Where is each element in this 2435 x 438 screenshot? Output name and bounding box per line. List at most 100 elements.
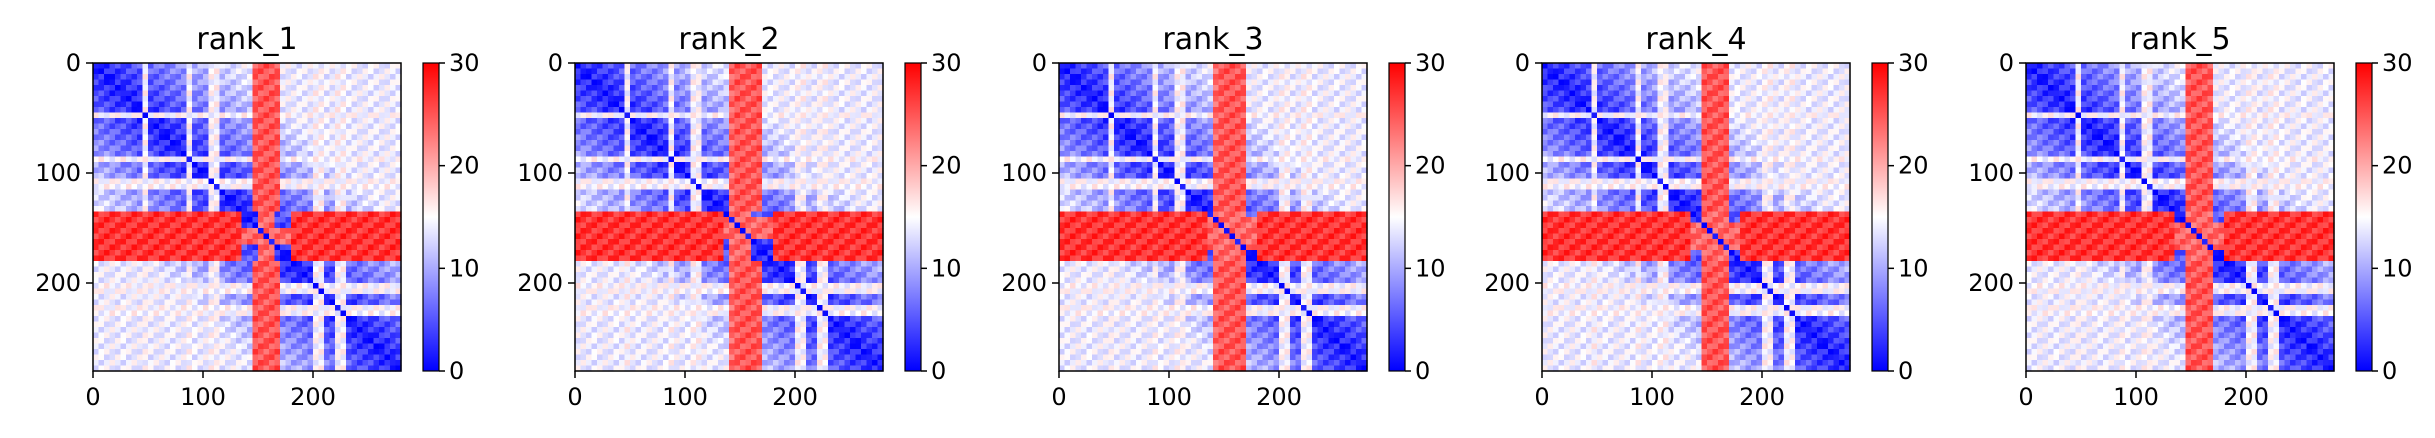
heatmap-cell	[597, 222, 604, 229]
heatmap-cell	[877, 200, 884, 207]
heatmap-cell	[778, 68, 785, 75]
heatmap-cell	[822, 118, 829, 125]
heatmap-cell	[646, 184, 653, 191]
heatmap-cell	[131, 74, 138, 81]
heatmap-cell	[329, 294, 336, 301]
heatmap-cell	[773, 178, 780, 185]
heatmap-cell	[307, 321, 314, 328]
heatmap-cell	[98, 151, 105, 158]
heatmap-cell	[855, 101, 862, 108]
heatmap-cell	[252, 283, 259, 290]
heatmap-cell	[335, 184, 342, 191]
heatmap-cell	[384, 79, 391, 86]
heatmap-cell	[258, 244, 265, 251]
heatmap-cell	[395, 134, 402, 141]
heatmap-cell	[641, 178, 648, 185]
heatmap-cell	[131, 211, 138, 218]
heatmap-cell	[208, 112, 215, 119]
heatmap-cell	[175, 349, 182, 356]
heatmap-cell	[778, 129, 785, 136]
heatmap-cell	[712, 162, 719, 169]
heatmap-cell	[586, 79, 593, 86]
heatmap-cell	[164, 365, 171, 372]
heatmap-cell	[225, 206, 232, 213]
heatmap-cell	[679, 101, 686, 108]
heatmap-cell	[346, 123, 353, 130]
heatmap-cell	[390, 189, 397, 196]
heatmap-cell	[203, 294, 210, 301]
heatmap-cell	[575, 189, 582, 196]
heatmap-cell	[302, 74, 309, 81]
heatmap-cell	[624, 189, 631, 196]
heatmap-cell	[93, 167, 100, 174]
heatmap-cell	[170, 360, 177, 367]
heatmap-cell	[685, 90, 692, 97]
heatmap-cell	[269, 332, 276, 339]
heatmap-cell	[324, 365, 331, 372]
heatmap-cell	[395, 151, 402, 158]
heatmap-cell	[285, 200, 292, 207]
heatmap-cell	[258, 101, 265, 108]
heatmap-cell	[219, 354, 226, 361]
heatmap-cell	[131, 244, 138, 251]
heatmap-cell	[148, 338, 155, 345]
heatmap-cell	[340, 261, 347, 268]
heatmap-cell	[707, 206, 714, 213]
heatmap-cell	[575, 112, 582, 119]
heatmap-cell	[219, 68, 226, 75]
heatmap-cell	[351, 96, 358, 103]
heatmap-cell	[597, 228, 604, 235]
heatmap-cell	[203, 239, 210, 246]
heatmap-cell	[335, 178, 342, 185]
heatmap-cell	[197, 250, 204, 257]
heatmap-cell	[115, 211, 122, 218]
heatmap-cell	[756, 140, 763, 147]
heatmap-cell	[329, 343, 336, 350]
heatmap-cell	[800, 173, 807, 180]
heatmap-cell	[153, 90, 160, 97]
heatmap-cell	[784, 228, 791, 235]
heatmap-cell	[379, 255, 386, 262]
heatmap-cell	[186, 327, 193, 334]
heatmap-cell	[767, 85, 774, 92]
heatmap-cell	[379, 354, 386, 361]
heatmap-cell	[368, 74, 375, 81]
heatmap-cell	[866, 156, 873, 163]
heatmap-cell	[866, 211, 873, 218]
heatmap-cell	[591, 206, 598, 213]
heatmap-cell	[855, 189, 862, 196]
heatmap-cell	[109, 217, 116, 224]
heatmap-cell	[751, 63, 758, 70]
heatmap-cell	[701, 129, 708, 136]
heatmap-cell	[795, 211, 802, 218]
heatmap-cell	[120, 272, 127, 279]
heatmap-cell	[252, 255, 259, 262]
heatmap-cell	[346, 140, 353, 147]
heatmap-cell	[203, 228, 210, 235]
heatmap-cell	[362, 277, 369, 284]
heatmap-cell	[131, 85, 138, 92]
heatmap-cell	[674, 107, 681, 114]
heatmap-cell	[104, 250, 111, 257]
heatmap-cell	[390, 250, 397, 257]
heatmap-cell	[230, 129, 237, 136]
heatmap-cell	[795, 167, 802, 174]
heatmap-cell	[580, 63, 587, 70]
heatmap-cell	[586, 112, 593, 119]
heatmap-cell	[379, 173, 386, 180]
heatmap-cell	[159, 255, 166, 262]
heatmap-cell	[153, 68, 160, 75]
heatmap-cell	[175, 250, 182, 257]
heatmap-cell	[247, 255, 254, 262]
heatmap-cell	[247, 360, 254, 367]
heatmap-cell	[351, 195, 358, 202]
heatmap-cell	[351, 206, 358, 213]
heatmap-cell	[789, 134, 796, 141]
heatmap-cell	[767, 189, 774, 196]
heatmap-cell	[362, 217, 369, 224]
heatmap-cell	[723, 68, 730, 75]
heatmap-cell	[159, 200, 166, 207]
heatmap-cell	[186, 217, 193, 224]
heatmap-cell	[712, 85, 719, 92]
heatmap-cell	[602, 112, 609, 119]
